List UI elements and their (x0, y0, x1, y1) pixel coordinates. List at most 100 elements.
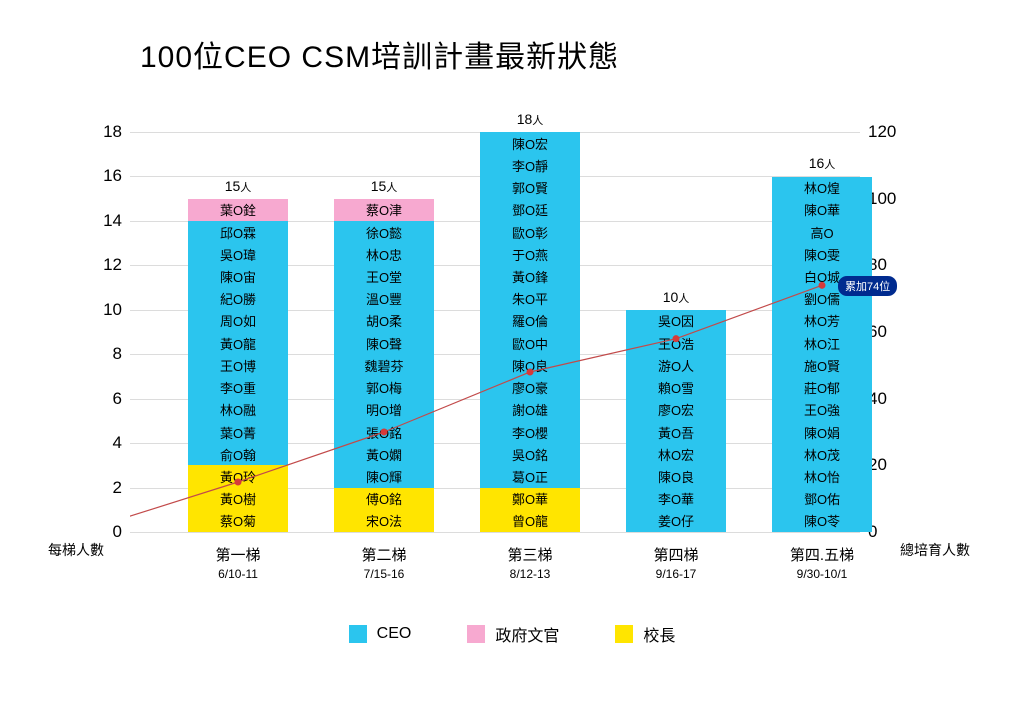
bar-cell: 葉O菁 (188, 421, 288, 443)
bar-cell: 吳O銘 (480, 443, 580, 465)
bar-cell: 黃O吾 (626, 421, 726, 443)
y-right-axis-label: 總培育人數 (900, 540, 970, 560)
bar-count-label: 10人 (626, 289, 726, 306)
bar-cell: 陳O宙 (188, 265, 288, 287)
bar-cell: 徐O懿 (334, 221, 434, 243)
bar-cell: 歐O彰 (480, 221, 580, 243)
bar-cell: 陳O宏 (480, 132, 580, 154)
y-right-tick: 20 (868, 455, 908, 475)
bar-cell: 葛O正 (480, 465, 580, 487)
bar-cell: 吳O瑋 (188, 243, 288, 265)
bar-cell: 林O江 (772, 332, 872, 354)
bar-cell: 林O宏 (626, 443, 726, 465)
y-left-tick: 16 (82, 166, 122, 186)
chart-title: 100位CEO CSM培訓計畫最新狀態 (140, 32, 619, 76)
gridline (130, 532, 860, 533)
bar-cell: 陳O良 (480, 354, 580, 376)
bar-cell: 黃O嫻 (334, 443, 434, 465)
legend: CEO 政府文官 校長 (0, 622, 1024, 646)
bar-cell: 王O強 (772, 399, 872, 421)
bar-cell: 陳O良 (626, 465, 726, 487)
y-right-tick: 60 (868, 322, 908, 342)
y-left-tick: 8 (82, 344, 122, 364)
bar-cell: 曾O龍 (480, 510, 580, 532)
bar-cell: 陳O聲 (334, 332, 434, 354)
bar-cell: 黃O龍 (188, 332, 288, 354)
legend-swatch (467, 625, 485, 643)
legend-swatch (349, 625, 367, 643)
bar-cell: 李O靜 (480, 154, 580, 176)
x-category-label: 第四梯9/16-17 (616, 544, 736, 581)
y-right-tick: 0 (868, 522, 908, 542)
bar-cell: 林O怡 (772, 465, 872, 487)
bar-cell: 王O堂 (334, 265, 434, 287)
bar-cell: 王O博 (188, 354, 288, 376)
bar-cell: 鄧O佑 (772, 488, 872, 510)
y-left-tick: 14 (82, 211, 122, 231)
bar-cell: 施O賢 (772, 354, 872, 376)
y-left-tick: 18 (82, 122, 122, 142)
bar-count-label: 18人 (480, 111, 580, 128)
bar-cell: 吳O因 (626, 310, 726, 332)
bar-cell: 魏碧芬 (334, 354, 434, 376)
bar-cell: 溫O豐 (334, 288, 434, 310)
y-left-tick: 10 (82, 300, 122, 320)
bar-cell: 林O煌 (772, 177, 872, 199)
bar: 宋O法傅O銘陳O輝黃O嫻張O銘明O增郭O梅魏碧芬陳O聲胡O柔溫O豐王O堂林O忠徐… (334, 199, 434, 532)
y-right-tick: 40 (868, 389, 908, 409)
bar-cell: 賴O雪 (626, 376, 726, 398)
bar-cell: 葉O銓 (188, 199, 288, 221)
bar-cell: 蔡O津 (334, 199, 434, 221)
bar-cell: 李O華 (626, 488, 726, 510)
bar-cell: 傅O銘 (334, 488, 434, 510)
legend-item: 校長 (615, 622, 675, 646)
bar-cell: 謝O雄 (480, 399, 580, 421)
bar-cell: 廖O豪 (480, 376, 580, 398)
bar-count-label: 16人 (772, 155, 872, 172)
y-right-tick: 100 (868, 189, 908, 209)
legend-label: CEO (377, 625, 412, 643)
y-left-tick: 4 (82, 433, 122, 453)
y-left-axis-label: 每梯人數 (48, 540, 104, 560)
bar-cell: 莊O郁 (772, 376, 872, 398)
bar-cell: 紀O勝 (188, 288, 288, 310)
cumulative-badge: 累加74位 (838, 276, 897, 296)
bar-cell: 林O融 (188, 399, 288, 421)
bar-cell: 游O人 (626, 354, 726, 376)
bar-cell: 鄭O華 (480, 488, 580, 510)
y-left-tick: 6 (82, 389, 122, 409)
bar-cell: 林O忠 (334, 243, 434, 265)
bar-count-label: 15人 (188, 178, 288, 195)
bar: 姜O仔李O華陳O良林O宏黃O吾廖O宏賴O雪游O人王O浩吳O因 (626, 310, 726, 532)
legend-swatch (615, 625, 633, 643)
bar-cell: 高O (772, 221, 872, 243)
bar-cell: 黃O鋒 (480, 265, 580, 287)
y-left-tick: 12 (82, 255, 122, 275)
bar-cell: 于O燕 (480, 243, 580, 265)
bar-cell: 朱O平 (480, 288, 580, 310)
bar-cell: 明O增 (334, 399, 434, 421)
bar: 蔡O菊黃O樹黃O玲俞O翰葉O菁林O融李O重王O博黃O龍周O如紀O勝陳O宙吳O瑋邱… (188, 199, 288, 532)
bar-cell: 廖O宏 (626, 399, 726, 421)
bar-cell: 李O櫻 (480, 421, 580, 443)
legend-label: 政府文官 (495, 622, 559, 646)
bar-cell: 李O重 (188, 376, 288, 398)
bar-cell: 胡O柔 (334, 310, 434, 332)
bar-cell: 邱O霖 (188, 221, 288, 243)
bar-cell: 陳O雯 (772, 243, 872, 265)
x-category-label: 第三梯8/12-13 (470, 544, 590, 581)
bar-cell: 俞O翰 (188, 443, 288, 465)
bar-cell: 張O銘 (334, 421, 434, 443)
bar-cell: 周O如 (188, 310, 288, 332)
plot-area: 024681012141618020406080100120蔡O菊黃O樹黃O玲俞… (130, 132, 860, 532)
bar-cell: 陳O娟 (772, 421, 872, 443)
bar-cell: 羅O倫 (480, 310, 580, 332)
bar-cell: 王O浩 (626, 332, 726, 354)
bar: 曾O龍鄭O華葛O正吳O銘李O櫻謝O雄廖O豪陳O良歐O中羅O倫朱O平黃O鋒于O燕歐… (480, 132, 580, 532)
bar-cell: 陳O輝 (334, 465, 434, 487)
bar: 陳O苓鄧O佑林O怡林O茂陳O娟王O強莊O郁施O賢林O江林O芳劉O儒白O城陳O雯高… (772, 177, 872, 533)
y-left-tick: 2 (82, 478, 122, 498)
bar-cell: 林O芳 (772, 310, 872, 332)
bar-cell: 宋O法 (334, 510, 434, 532)
bar-cell: 姜O仔 (626, 510, 726, 532)
